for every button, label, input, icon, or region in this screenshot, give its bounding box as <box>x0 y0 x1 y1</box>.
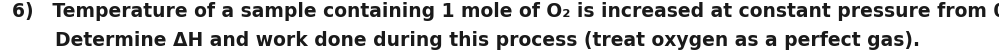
Text: Determine ΔH and work done during this process (treat oxygen as a perfect gas).: Determine ΔH and work done during this p… <box>55 31 920 50</box>
Text: 6) Temperature of a sample containing 1 mole of O₂ is increased at constant pres: 6) Temperature of a sample containing 1 … <box>12 2 999 21</box>
